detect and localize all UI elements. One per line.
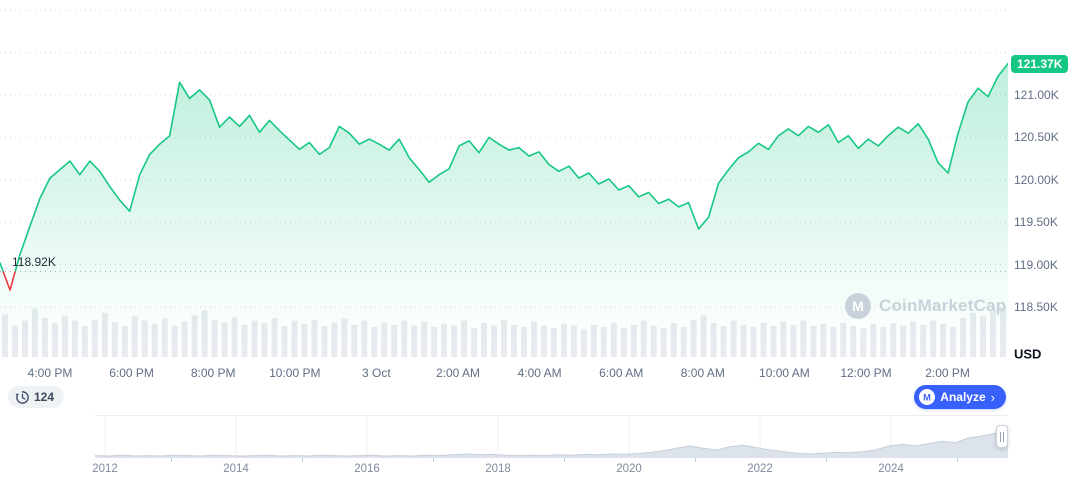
y-axis-label: 120.00K [1014,172,1059,187]
x-axis-label: 12:00 PM [840,366,892,380]
y-axis-label: 121.00K [1014,88,1059,102]
y-axis-label: 120.50K [1014,130,1059,145]
y-axis: 121.37K 121.00K 120.50K 120.00K 119.50K 119.… [1008,0,1072,362]
navigator-year-label: 2024 [878,463,904,475]
navigator-year-axis: 2012 2014 2016 2018 2020 2022 2024 [92,458,1008,476]
history-count-badge[interactable]: 124 [8,386,65,408]
navigator-year-label: 2020 [616,463,642,475]
x-axis-label: 10:00 PM [269,366,321,380]
handle-grip-line [1000,431,1001,442]
x-axis-label: 4:00 AM [517,366,562,380]
handle-grip-line [1003,431,1004,442]
coinmarketcap-watermark: M CoinMarketCap [845,293,1006,319]
navigator-year-label: 2018 [485,463,511,475]
x-axis-label: 6:00 AM [599,366,644,380]
analyze-button-label: Analyze [940,390,986,404]
x-axis-label: 10:00 AM [759,366,810,380]
coinmarketcap-logo-icon: M [845,293,871,319]
navigator-chart-svg[interactable] [95,416,1008,458]
price-chart-svg[interactable] [0,0,1008,360]
navigator-year-label: 2012 [92,463,118,475]
x-axis-label: 6:00 PM [109,366,154,380]
currency-unit-label: USD [1014,346,1042,362]
y-axis-label: 119.50K [1014,215,1058,230]
x-axis: 4:00 PM 6:00 PM 8:00 PM 10:00 PM 3 Oct 2:00 A… [0,366,1008,382]
navigator-year-label: 2016 [354,463,380,475]
analyze-button[interactable]: M Analyze › [914,385,1006,409]
navigator-tick [694,458,696,462]
main-chart-area[interactable]: 118.92K M CoinMarketCap [0,0,1008,360]
navigator-tick [432,458,434,462]
range-navigator[interactable] [95,415,1008,458]
navigator-year-label: 2014 [223,463,249,475]
x-axis-label: 2:00 PM [925,366,970,380]
x-axis-label: 8:00 AM [680,366,725,380]
navigator-tick [563,458,565,462]
svg-text:M: M [924,393,932,403]
chevron-right-icon: › [990,389,995,405]
history-count-value: 124 [34,390,55,404]
cmc-logo-icon: M [919,389,936,405]
x-axis-label: 8:00 PM [190,366,236,380]
navigator-tick [825,458,827,462]
y-axis-label: 118.50K [1014,300,1058,314]
x-axis-label: 3 Oct [362,366,391,380]
svg-text:M: M [852,298,864,314]
current-price-badge: 121.37K [1011,54,1069,73]
x-axis-label: 4:00 PM [27,366,73,380]
watermark-text: CoinMarketCap [879,296,1007,315]
history-clock-icon [15,390,29,404]
navigator-tick [956,458,958,462]
navigator-handle[interactable] [996,425,1008,448]
open-price-label: 118.92K [12,255,56,270]
navigator-year-label: 2022 [747,463,773,475]
navigator-tick [170,458,172,462]
navigator-tick [301,458,303,462]
x-axis-label: 2:00 AM [435,366,481,380]
y-axis-label: 119.00K [1014,257,1058,272]
